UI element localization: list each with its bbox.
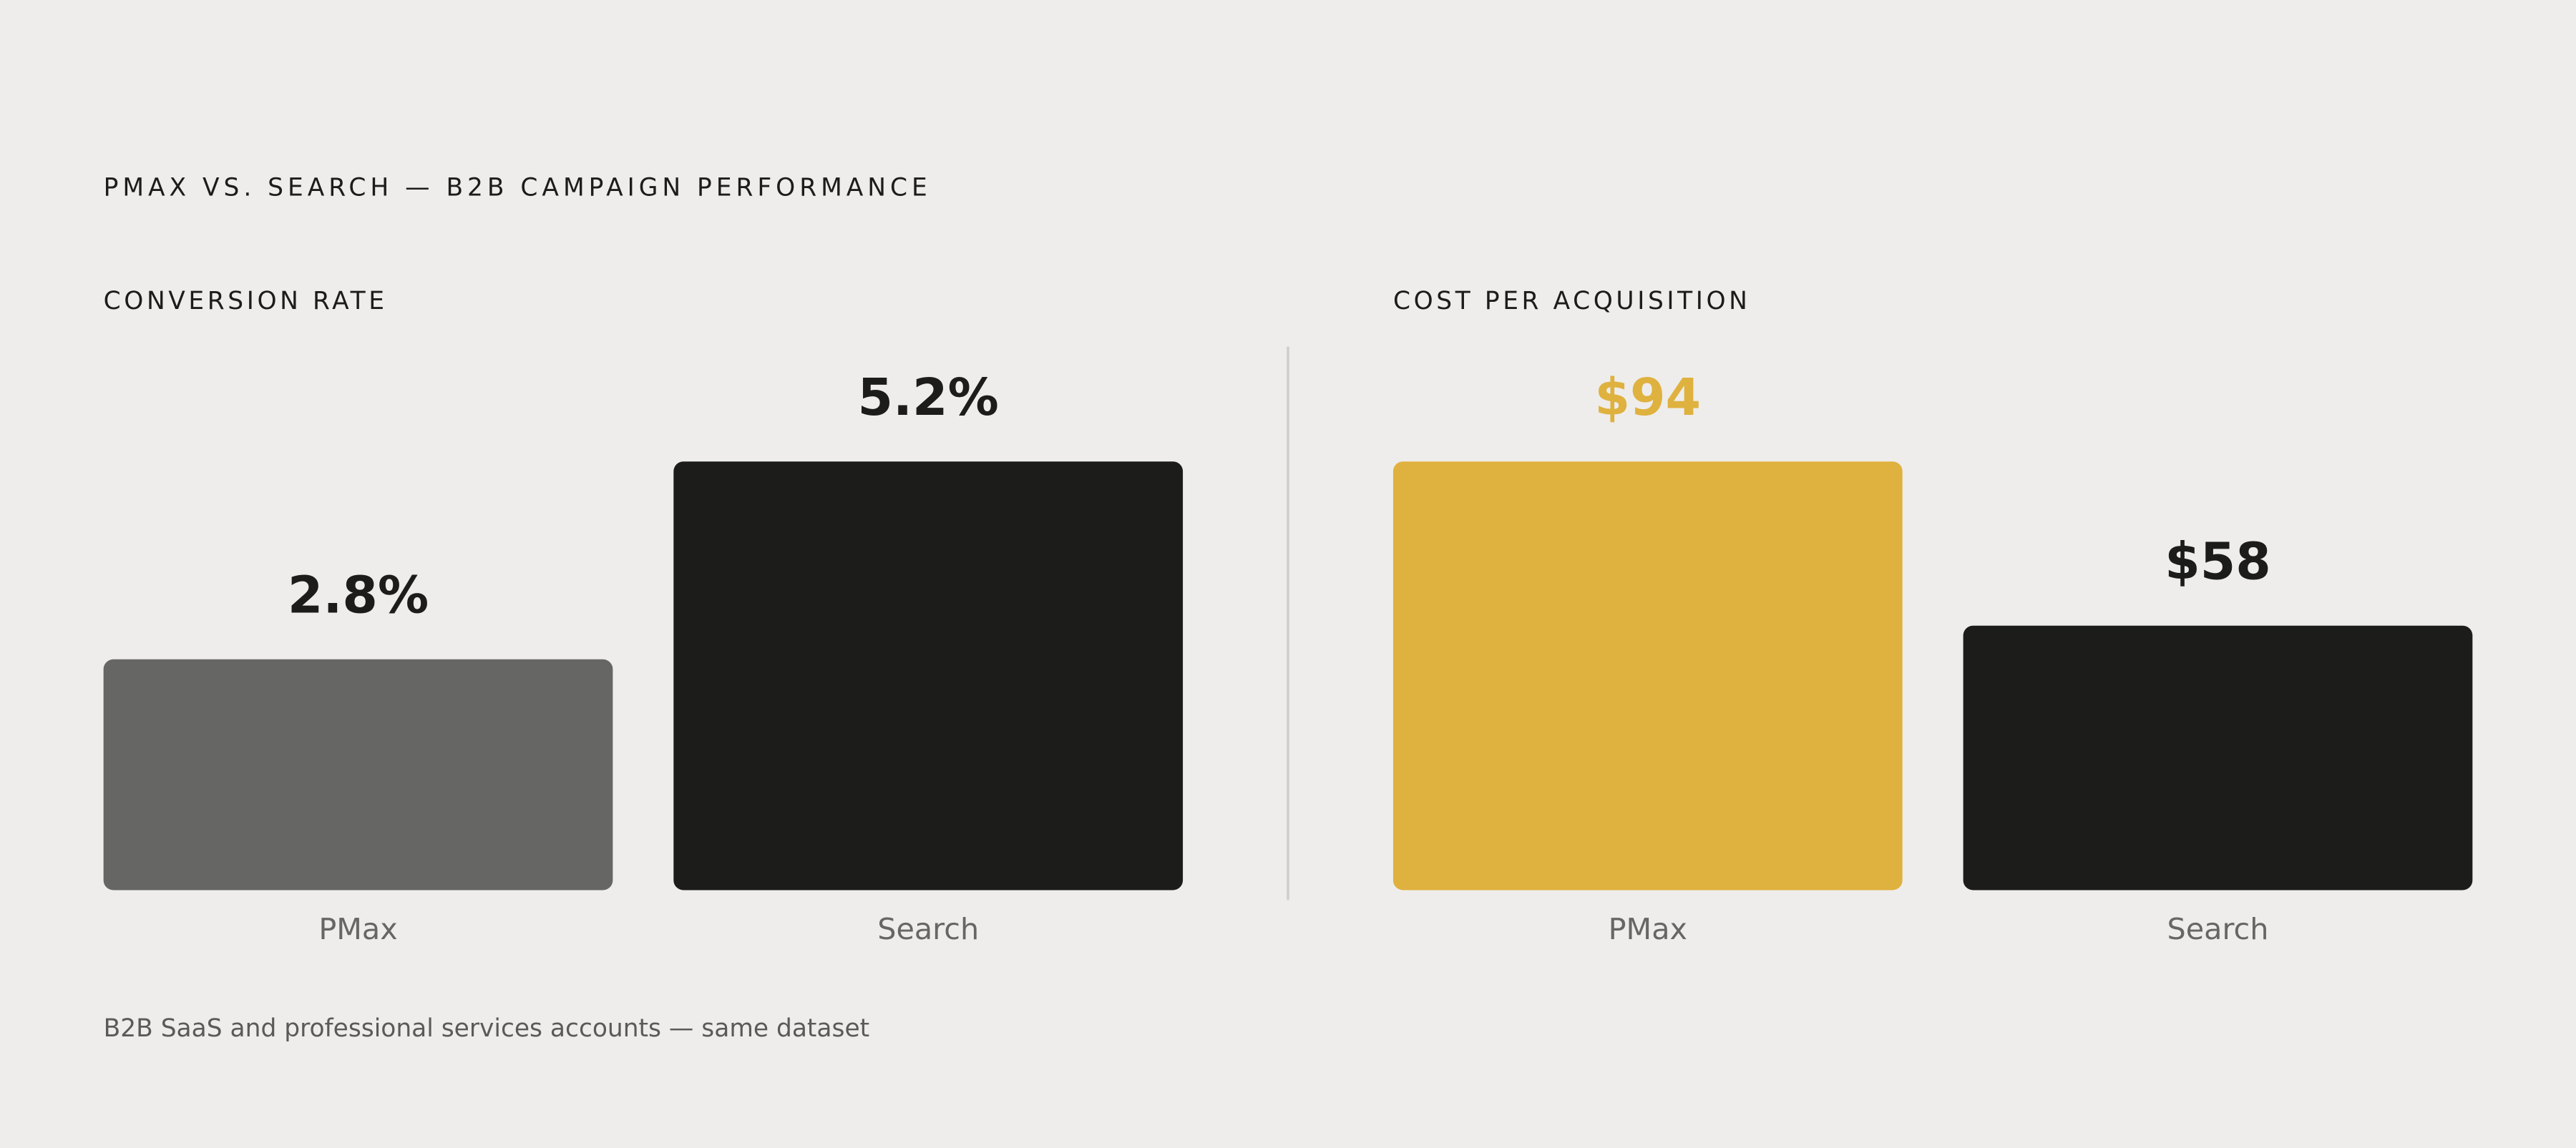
footnote: B2B SaaS and professional services accou…	[104, 1014, 869, 1043]
category-label: PMax	[1609, 912, 1687, 946]
value-label: 5.2%	[858, 368, 999, 427]
bar	[1963, 625, 2473, 891]
category-label: Search	[2167, 912, 2269, 946]
chart-title: COST PER ACQUISITION	[1393, 287, 1751, 315]
bar	[103, 659, 613, 891]
page-title: PMAX VS. SEARCH — B2B CAMPAIGN PERFORMAN…	[104, 174, 932, 202]
bar	[1392, 461, 1903, 891]
value-label: $94	[1595, 368, 1702, 427]
category-label: PMax	[318, 912, 397, 946]
chart-title: CONVERSION RATE	[104, 287, 388, 315]
category-label: Search	[877, 912, 979, 946]
bar	[673, 461, 1184, 891]
value-label: 2.8%	[288, 565, 429, 624]
value-label: $58	[2165, 531, 2271, 591]
